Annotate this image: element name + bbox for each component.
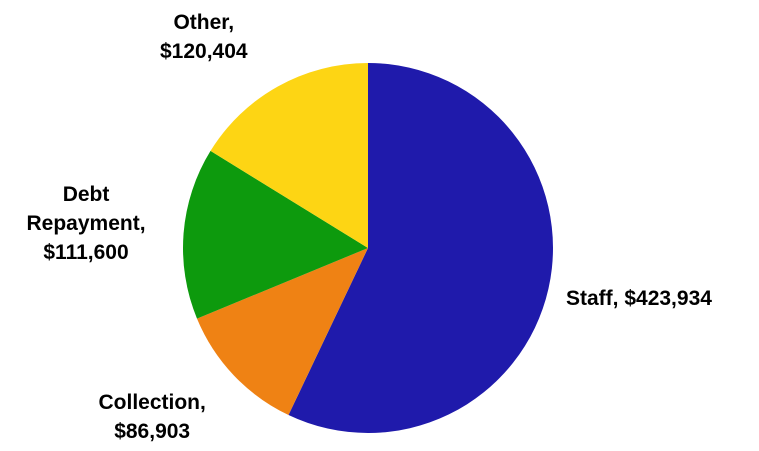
slice-label-other: Other, $120,404 [160,8,248,66]
slice-label-debt-repayment-line-2: Repayment, [26,212,146,235]
pie-slice-other [210,63,368,248]
slice-label-debt-repayment-line-1: Debt [62,183,110,206]
slice-label-collection-line-2: $86,903 [114,420,191,443]
slice-label-other-line-2: $120,404 [160,40,248,63]
pie-slice-staff [288,63,553,433]
pie-slice-collection [197,248,368,416]
slice-label-debt-repayment-line-3: $111,600 [43,241,129,264]
pie-slice-debt-repayment [182,150,368,319]
slice-label-staff-line-1: Staff, $423,934 [566,287,712,310]
slice-label-collection-line-1: Collection, [98,391,206,414]
slice-label-staff: Staff, $423,934 [566,284,712,313]
slice-label-other-line-1: Other, [173,11,235,34]
slice-label-debt-repayment: Debt Repayment, $111,600 [27,180,146,267]
slice-label-collection: Collection, $86,903 [99,388,206,446]
